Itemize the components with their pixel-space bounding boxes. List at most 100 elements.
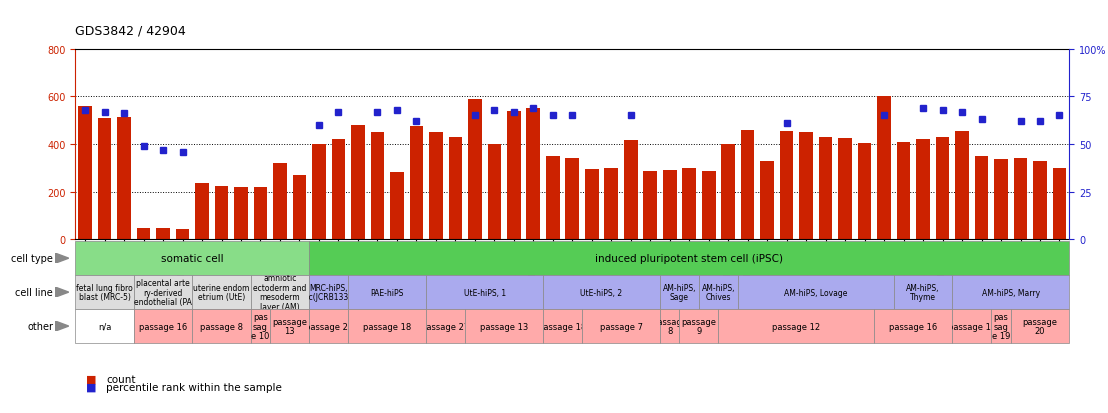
Text: passage 13: passage 13 (480, 322, 529, 331)
Bar (1014, 159, 1027, 240)
Text: passage 18: passage 18 (538, 322, 586, 331)
FancyBboxPatch shape (75, 309, 134, 343)
Text: pas
sag
e 10: pas sag e 10 (252, 312, 269, 340)
FancyBboxPatch shape (193, 309, 250, 343)
Bar (916, 140, 930, 240)
FancyBboxPatch shape (952, 275, 1069, 309)
Bar (195, 184, 208, 240)
Text: AM-hiPS, Lovage: AM-hiPS, Lovage (784, 288, 848, 297)
Text: ■: ■ (86, 382, 96, 392)
FancyBboxPatch shape (348, 309, 427, 343)
Text: UtE-hiPS, 1: UtE-hiPS, 1 (463, 288, 505, 297)
Text: amniotic
ectoderm and
mesoderm
layer (AM): amniotic ectoderm and mesoderm layer (AM… (254, 273, 307, 311)
Bar (1033, 161, 1047, 240)
Text: passage
8: passage 8 (653, 317, 687, 336)
Bar (293, 176, 306, 240)
Text: passage
20: passage 20 (1023, 317, 1057, 336)
Bar (468, 100, 482, 240)
Text: cell type: cell type (11, 254, 53, 263)
Bar (176, 229, 189, 240)
Text: cell line: cell line (16, 287, 53, 297)
Bar (390, 173, 403, 240)
Bar (156, 228, 170, 240)
Bar (858, 143, 871, 240)
Bar (79, 107, 92, 240)
Bar (896, 142, 911, 240)
FancyBboxPatch shape (660, 275, 699, 309)
Bar (955, 131, 968, 240)
Bar (410, 127, 423, 240)
Text: uterine endom
etrium (UtE): uterine endom etrium (UtE) (193, 283, 249, 302)
FancyBboxPatch shape (543, 275, 660, 309)
Bar (98, 119, 112, 240)
FancyBboxPatch shape (309, 242, 1069, 275)
Text: passage 7: passage 7 (599, 322, 643, 331)
Text: somatic cell: somatic cell (161, 254, 224, 263)
Text: passage 22: passage 22 (305, 322, 352, 331)
FancyBboxPatch shape (250, 275, 309, 309)
Bar (839, 139, 852, 240)
Text: passage 15: passage 15 (947, 322, 996, 331)
FancyBboxPatch shape (582, 309, 660, 343)
FancyBboxPatch shape (250, 309, 270, 343)
Bar (351, 126, 365, 240)
FancyBboxPatch shape (348, 275, 427, 309)
Bar (1053, 169, 1066, 240)
Text: UtE-hiPS, 2: UtE-hiPS, 2 (581, 288, 623, 297)
Text: ■: ■ (86, 374, 96, 384)
Bar (760, 161, 774, 240)
FancyBboxPatch shape (270, 309, 309, 343)
Bar (136, 228, 151, 240)
FancyBboxPatch shape (193, 275, 250, 309)
Bar (312, 145, 326, 240)
Bar (683, 169, 696, 240)
Text: other: other (28, 321, 53, 331)
Bar (215, 186, 228, 240)
Bar (624, 141, 637, 240)
Text: induced pluripotent stem cell (iPSC): induced pluripotent stem cell (iPSC) (595, 254, 783, 263)
Bar (254, 188, 267, 240)
Bar (799, 133, 813, 240)
Bar (507, 112, 521, 240)
Polygon shape (55, 321, 69, 331)
FancyBboxPatch shape (679, 309, 718, 343)
Text: percentile rank within the sample: percentile rank within the sample (106, 382, 283, 392)
Bar (488, 145, 501, 240)
Text: passage 16: passage 16 (890, 322, 937, 331)
FancyBboxPatch shape (75, 242, 309, 275)
Bar (644, 172, 657, 240)
Bar (819, 138, 832, 240)
FancyBboxPatch shape (952, 309, 992, 343)
FancyBboxPatch shape (427, 275, 543, 309)
Bar (721, 145, 735, 240)
Text: count: count (106, 374, 136, 384)
FancyBboxPatch shape (543, 309, 582, 343)
Bar (449, 138, 462, 240)
Bar (605, 169, 618, 240)
Text: n/a: n/a (98, 322, 111, 331)
Text: fetal lung fibro
blast (MRC-5): fetal lung fibro blast (MRC-5) (76, 283, 133, 302)
Text: passage 16: passage 16 (138, 322, 187, 331)
Text: passage
9: passage 9 (681, 317, 717, 336)
Bar (741, 131, 755, 240)
Text: passage 27: passage 27 (421, 322, 470, 331)
Bar (878, 97, 891, 240)
Text: placental arte
ry-derived
endothelial (PA: placental arte ry-derived endothelial (P… (134, 278, 192, 306)
FancyBboxPatch shape (75, 275, 134, 309)
Text: passage
13: passage 13 (273, 317, 307, 336)
Text: passage 18: passage 18 (363, 322, 411, 331)
FancyBboxPatch shape (660, 309, 679, 343)
FancyBboxPatch shape (992, 309, 1010, 343)
FancyBboxPatch shape (134, 309, 193, 343)
FancyBboxPatch shape (874, 309, 952, 343)
Text: AM-hiPS,
Thyme: AM-hiPS, Thyme (906, 283, 940, 302)
Bar (994, 160, 1008, 240)
Bar (331, 140, 346, 240)
FancyBboxPatch shape (309, 275, 348, 309)
FancyBboxPatch shape (1010, 309, 1069, 343)
Bar (274, 164, 287, 240)
Bar (663, 171, 677, 240)
Text: AM-hiPS,
Chives: AM-hiPS, Chives (701, 283, 736, 302)
FancyBboxPatch shape (699, 275, 738, 309)
Bar (546, 157, 560, 240)
